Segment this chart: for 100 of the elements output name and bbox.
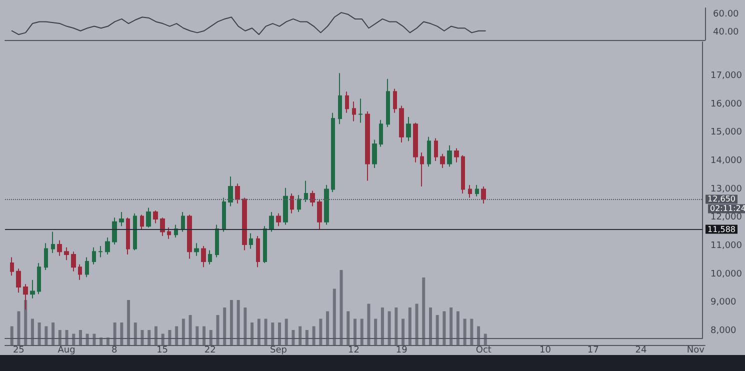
y-tick-label: 17,000 [710,70,742,81]
candlestick [434,138,438,162]
x-tick-label: Oct [476,346,492,356]
bar [305,330,308,345]
y-tick-label: 40.00 [713,28,740,38]
bar [236,300,240,345]
candlestick [317,198,322,230]
candlestick [44,242,48,271]
ref-line-label: 12,650 [708,194,736,204]
candlestick [153,210,158,224]
bar [168,330,172,345]
candlestick [297,194,301,212]
candlestick [228,176,233,207]
candlestick [208,250,212,265]
candlestick [352,100,356,122]
candlestick [78,264,82,280]
bar [175,326,178,345]
bar [428,308,432,345]
y-tick-label: 15,000 [710,128,742,138]
bar [44,326,48,345]
candlestick [194,242,199,256]
candlestick [447,144,452,168]
bar [257,318,260,345]
candlestick [85,256,89,278]
bar [10,326,14,345]
bar [298,326,302,345]
x-tick-label: 17 [587,346,599,356]
line-series [11,12,486,36]
x-tick-label: Nov [686,346,706,356]
x-tick-label: Sep [270,346,288,356]
candlestick [481,186,486,204]
candlestick [92,246,96,265]
y-tick-label: 13,000 [710,184,742,194]
candlestick [324,184,329,226]
bar [402,318,405,345]
bar [271,322,274,345]
candlestick [276,212,281,227]
bar [450,308,453,345]
candlestick [454,148,459,163]
x-tick-label: 10 [540,346,552,356]
candlestick [119,211,124,227]
candlestick [475,184,479,197]
x-tick-label: 24 [635,346,647,356]
candlestick [310,190,315,207]
bar [360,318,364,345]
candlestick [386,78,390,128]
bar [415,304,418,345]
y-tick-label: 14,000 [710,156,742,166]
x-tick-label: 25 [12,346,24,356]
bar [374,318,378,345]
candlestick [30,279,35,299]
x-tick-label: 22 [204,346,216,356]
bar [284,318,288,345]
bar [182,318,185,345]
candlestick [290,193,294,214]
bar [367,304,370,345]
candlestick [10,256,14,276]
candlestick [146,207,151,228]
candlestick [126,217,130,255]
bar [38,322,41,345]
bar [326,311,330,345]
candlestick [420,152,424,187]
bar [30,318,34,345]
candlestick [187,214,192,260]
candlestick [365,110,370,182]
bar [436,315,439,345]
candlestick [181,211,185,232]
candlestick [406,116,411,142]
candlestick [167,227,171,240]
bar [223,308,226,345]
candlestick [242,197,247,251]
candlestick [283,187,288,226]
candlestick [345,91,349,114]
bar [354,318,356,345]
candlestick [399,105,404,144]
candlestick [379,119,383,148]
candlestick [105,236,110,255]
bar [388,311,391,345]
bar [278,322,282,345]
y-tick-label: 60.00 [713,9,740,20]
bar [244,308,247,345]
bar [17,311,20,345]
candlestick [37,262,41,295]
bar [456,311,460,345]
candlestick [413,122,418,163]
bar [340,270,343,345]
y-tick-label: 11,000 [710,240,742,251]
bar [154,326,158,345]
bar [264,318,268,345]
bar [202,326,206,345]
candlestick [133,212,137,251]
x-tick-label: Aug [58,346,76,356]
y-tick-label: 10,000 [710,269,742,280]
bar [292,330,295,345]
bar [188,315,192,345]
ref-line-label: 11,588 [708,224,736,234]
candlestick [16,268,21,294]
bar [78,330,82,345]
candlestick [358,98,363,124]
candlestick [440,153,445,169]
